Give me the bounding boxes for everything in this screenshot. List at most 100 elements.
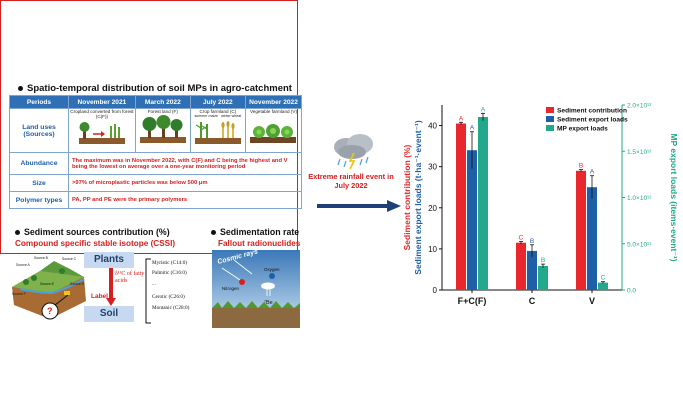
right-tick-label: 1.5×10¹² (627, 149, 652, 156)
bar-letter-label: C (519, 234, 524, 241)
land-use-v-text: Vegetable farmland (V) (249, 109, 297, 114)
polymer-label: Polymer types (9, 191, 69, 209)
legend-swatch (546, 116, 554, 122)
winter-wheat-label: winter wheat (221, 114, 242, 118)
event-text: Extreme rainfall event in July 2022 (308, 172, 394, 190)
left-tick-label: 10 (428, 245, 437, 254)
bar (467, 150, 477, 290)
land-use-c: Crop farmland (C) summer maize winter wh… (189, 108, 246, 153)
sources-title: Sediment sources contribution (%) (15, 227, 170, 237)
rain-cloud-icon (334, 134, 373, 170)
plants-box: Plants (84, 252, 134, 268)
abundance-row: Abundance The maximum was in November 20… (9, 152, 302, 175)
header-jul-2022: July 2022 (189, 95, 246, 109)
fatty-acid-1: Myristic (C14:0) (152, 260, 188, 266)
left-tick-label: 30 (428, 163, 437, 172)
bar-letter-label: A (470, 125, 475, 132)
land-use-f-text: Forest land (F) (147, 109, 178, 114)
polymer-text: PA, PP and PE were the primary polymers (68, 191, 302, 209)
land-uses-row: Land uses (Sources) Cropland converted f… (9, 108, 303, 153)
fatty-acid-3: ... (152, 281, 156, 287)
svg-text:?: ? (47, 306, 53, 316)
fatty-acid-2: Palmitic (C16:0) (152, 270, 187, 276)
bar (478, 117, 488, 291)
bar (598, 282, 608, 290)
label-text: Label (91, 293, 108, 300)
land-use-v: Vegetable farmland (V) (244, 108, 303, 153)
bar-chart: 0 10 20 30 40 0.0 5.0×10¹¹ 1.0×10¹² 1.5×10¹² 2.0×… (402, 103, 679, 307)
left-tick-label: 40 (428, 122, 437, 131)
radionuclide-diagram: Cosmic rays Nitrogen Oxygen ⁷Be (212, 250, 300, 328)
down-arrow-icon (106, 268, 116, 306)
summer-maize-label: summer maize (194, 114, 219, 118)
left-tick-label: 20 (428, 204, 437, 213)
sedimentation-title-text: Sedimentation rate (220, 227, 300, 237)
right-tick-label: 1.0×10¹² (627, 195, 652, 202)
bar (538, 265, 548, 290)
legend-label: Sediment export loads (557, 117, 628, 124)
fallout-title: Fallout radionuclides (218, 239, 301, 248)
catchment-diagram: Source A Source B Source C Source D Sour… (12, 256, 86, 320)
soil-box: Soil (84, 306, 134, 322)
size-label: Size (9, 174, 69, 192)
header-periods: Periods (9, 95, 69, 109)
source-c-label: Source C (62, 257, 77, 261)
x-tick-label: V (589, 296, 595, 306)
y-axis-label-right: MP export loads (items·event⁻¹) (669, 133, 679, 261)
source-e-label: Source E (40, 282, 55, 286)
right-tick-label: 5.0×10¹¹ (627, 241, 652, 248)
mp-table: Periods November 2021 March 2022 July 20… (9, 95, 303, 209)
bracket-icon (145, 258, 151, 324)
bullet-icon (211, 230, 216, 236)
header-mar-2022: March 2022 (134, 95, 191, 109)
crop-farmland-icon (194, 121, 241, 144)
nitrogen-label: Nitrogen (222, 286, 240, 291)
source-d-label: Source D (70, 282, 85, 286)
bar-letter-label: A (459, 115, 464, 122)
abundance-label: Abundance (9, 152, 69, 175)
y-axis-label-red: Sediment contribution (%) (402, 144, 412, 250)
header-nov-2021: November 2021 (68, 95, 136, 109)
polymer-row: Polymer types PA, PP and PE were the pri… (9, 191, 302, 209)
vegetable-farmland-icon (250, 124, 297, 143)
sources-title-text: Sediment sources contribution (%) (24, 227, 170, 237)
left-tick-label: 0 (433, 286, 438, 295)
forest-land-icon (139, 115, 186, 143)
table-header-row: Periods November 2021 March 2022 July 20… (9, 95, 303, 109)
bar-letter-label: A (590, 169, 595, 176)
bar-letter-label: C (601, 275, 606, 282)
size-text: >97% of microplastic particles was below… (68, 174, 302, 192)
bar-letter-label: B (541, 257, 545, 264)
isotope-label: δ¹³C of fatty acids (115, 271, 145, 284)
right-tick-label: 2.0×10¹² (627, 103, 652, 110)
panel-title: Spatio-temporal distribution of soil MPs… (18, 83, 292, 94)
bullet-icon (15, 230, 20, 236)
legend-swatch (546, 125, 554, 131)
source-a-label: Source A (16, 263, 30, 267)
bar (587, 187, 597, 290)
land-use-cf: Cropland converted from forest (C(F)) (68, 108, 136, 153)
land-use-f: Forest land (F) (134, 108, 191, 153)
panel-title-text: Spatio-temporal distribution of soil MPs… (27, 83, 292, 94)
fatty-acid-5: Montanic (C28:0) (152, 305, 190, 311)
right-tick-label: 0.0 (627, 288, 636, 295)
y-axis-label-blue: Sediment export loads (t·ha⁻¹·event⁻¹) (413, 120, 423, 275)
header-nov-2022: November 2022 (244, 95, 303, 109)
cropland-forest-icon (78, 122, 125, 144)
oxygen-label: Oxygen (264, 267, 280, 272)
cssi-title: Compound specific stable isotope (CSSI) (15, 239, 176, 248)
source-f-label: Source F (12, 292, 26, 296)
source-b-label: Source B (34, 256, 49, 260)
bullet-icon (18, 85, 23, 91)
bar (527, 250, 537, 290)
bar (576, 170, 586, 290)
legend-label: MP export loads (557, 126, 608, 133)
bar-letter-label: B (530, 238, 534, 245)
bar-letter-label: B (579, 163, 583, 170)
legend-swatch (546, 107, 554, 113)
land-uses-label: Land uses (Sources) (9, 108, 69, 153)
abundance-text: The maximum was in November 2022, with C… (68, 152, 302, 175)
x-tick-label: C (529, 296, 536, 306)
land-use-cf-text: Cropland converted from forest (C(F)) (70, 109, 134, 119)
size-row: Size >97% of microplastic particles was … (9, 174, 302, 192)
